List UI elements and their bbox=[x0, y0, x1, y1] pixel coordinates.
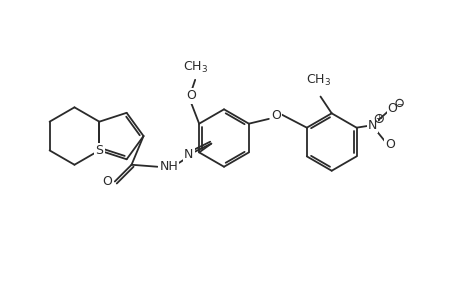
Text: $+$: $+$ bbox=[375, 113, 382, 124]
Text: $-$: $-$ bbox=[395, 98, 403, 107]
Text: N: N bbox=[367, 119, 376, 132]
Text: CH$_3$: CH$_3$ bbox=[305, 73, 330, 88]
Text: O: O bbox=[186, 89, 196, 102]
Text: CH$_3$: CH$_3$ bbox=[182, 60, 207, 75]
Text: NH: NH bbox=[159, 160, 178, 173]
Text: O: O bbox=[102, 175, 112, 188]
Text: N: N bbox=[184, 148, 193, 161]
Text: O: O bbox=[384, 138, 394, 151]
Text: O: O bbox=[386, 102, 397, 115]
Text: S: S bbox=[95, 144, 103, 157]
Text: O: O bbox=[270, 109, 280, 122]
